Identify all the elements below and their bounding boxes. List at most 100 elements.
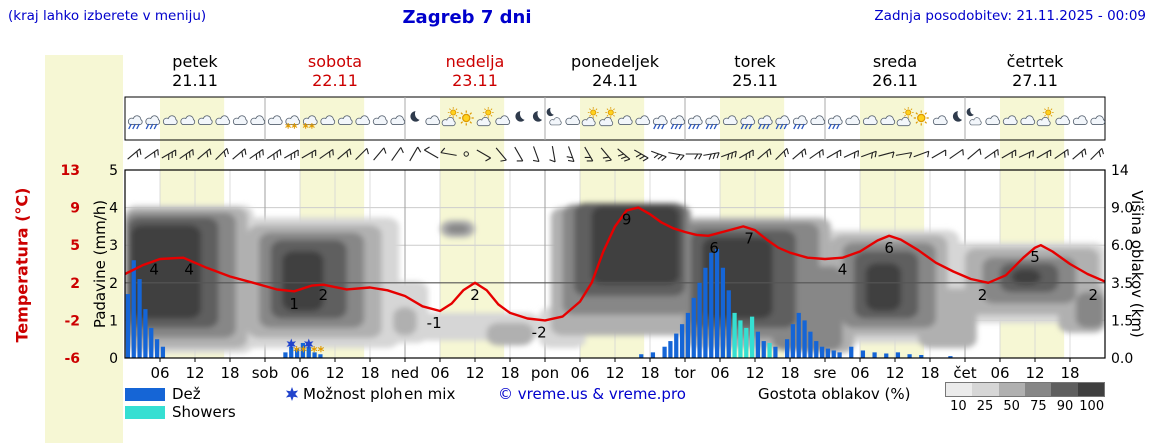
showers-swatch: [125, 406, 165, 419]
wind-barb: [1001, 149, 1017, 159]
cloud-rain-icon: [705, 115, 721, 130]
wind-barb: [1054, 148, 1069, 160]
temperature-line: [125, 206, 1105, 322]
day-name: četrtek: [1007, 52, 1065, 71]
cloud-scale-cell: [1077, 383, 1104, 396]
wind-barb: [249, 148, 264, 161]
cloud-rain-icon: [670, 115, 686, 130]
svg-text:tor: tor: [674, 364, 696, 382]
cloud-rain-icon: [827, 115, 843, 130]
chance-legend-label: Možnost ploh: [303, 385, 405, 403]
cloud-icon: [565, 115, 581, 125]
svg-text:1.5: 1.5: [1111, 313, 1133, 329]
svg-text:4: 4: [149, 261, 159, 279]
temperature-labels: 4 4 1 2 -1 2 -2 9 6 7 4 6 2 5 2: [149, 211, 1098, 342]
svg-text:3: 3: [109, 238, 118, 254]
wind-barb: [757, 148, 772, 160]
svg-text:18: 18: [780, 364, 799, 382]
svg-text:-2: -2: [532, 323, 547, 341]
wind-barb: [232, 148, 247, 160]
wind-barb: [549, 146, 556, 163]
cloud-scale-value: 10: [950, 399, 967, 414]
wind-barb: [984, 148, 999, 160]
precip-axis-title: Padavine (mm/h): [91, 199, 109, 329]
wind-barb: [739, 149, 754, 161]
cloud-icon: [1090, 115, 1106, 125]
cloud-rain-icon: [127, 115, 143, 130]
svg-text:06: 06: [710, 364, 729, 382]
wind-barb: [373, 147, 387, 161]
svg-text:06: 06: [150, 364, 169, 382]
wind-barb: [424, 146, 439, 159]
last-update-label: Zadnja posodobitev: 21.11.2025 - 00:09: [874, 8, 1146, 24]
cloud-scale-value: 50: [1003, 399, 1020, 414]
svg-text:12: 12: [605, 364, 624, 382]
rain-legend-label: Dež: [172, 385, 201, 403]
day-name: sreda: [873, 52, 917, 71]
wind-barb: [703, 152, 720, 160]
svg-text:6.0: 6.0: [1111, 238, 1133, 254]
cloud-frozen-icon: **: [285, 115, 301, 135]
precip-markers: ** **: [286, 338, 325, 360]
svg-text:2: 2: [978, 286, 988, 304]
cloud-icon: [390, 115, 406, 125]
svg-text:12: 12: [325, 364, 344, 382]
cloud-rain-icon: [792, 115, 808, 130]
svg-text:12: 12: [745, 364, 764, 382]
wind-barb: [391, 147, 404, 161]
svg-text:06: 06: [430, 364, 449, 382]
cloud-scale-cell: [998, 383, 1025, 396]
day-name: ponedeljek: [571, 52, 660, 71]
cloud-icon: [372, 115, 388, 125]
cloud-icon: [810, 115, 826, 125]
svg-text:2: 2: [70, 276, 80, 292]
wind-barb: [826, 149, 842, 159]
chance-star-icon: [285, 387, 299, 401]
wind-barb: [775, 147, 789, 161]
cloud-icon: [1072, 115, 1088, 125]
cloud-scale-value: 90: [1056, 399, 1074, 414]
wind-barb: [685, 153, 703, 160]
copyright-link[interactable]: © vreme.us & vreme.pro: [498, 385, 686, 403]
day-name: nedelja: [446, 52, 505, 71]
cloud-scale-cell: [972, 383, 999, 396]
wind-barb: [895, 152, 913, 159]
svg-text:-1: -1: [427, 314, 442, 332]
svg-text:**: **: [311, 345, 325, 360]
svg-text:2: 2: [319, 286, 329, 304]
wind-barb: [584, 146, 594, 162]
wind-barb: [721, 150, 737, 161]
svg-text:ned: ned: [391, 364, 419, 382]
svg-text:**: **: [293, 345, 307, 360]
cloud-rain-icon: [652, 115, 668, 130]
moon-icon: [410, 111, 420, 122]
day-date: 27.11: [1012, 71, 1058, 90]
wind-barb: [409, 146, 422, 162]
wind-barb: [127, 148, 142, 160]
cloud-scale-cell: [1051, 383, 1078, 396]
sun-icon: [913, 109, 930, 127]
svg-text:2: 2: [470, 286, 480, 304]
svg-text:9: 9: [70, 201, 80, 217]
day-date: 22.11: [312, 71, 358, 90]
svg-text:1: 1: [109, 313, 118, 329]
wind-barb: [634, 149, 649, 162]
cloud-axis-ticks: 14 9.0 6.0 3.5 1.5 0.0: [1111, 163, 1133, 367]
wind-barbs: [127, 146, 1104, 163]
cloud-density-scale: [945, 382, 1105, 397]
wind-barb: [476, 149, 491, 162]
moon-cloud-icon: [546, 107, 562, 126]
wind-barb: [967, 148, 982, 160]
cloud-rain-icon: [757, 115, 773, 130]
svg-text:2: 2: [1089, 286, 1099, 304]
svg-text:-2: -2: [64, 313, 80, 329]
day-name: sobota: [308, 52, 362, 71]
svg-text:3.5: 3.5: [1111, 276, 1133, 292]
svg-text:06: 06: [570, 364, 589, 382]
wind-barb: [931, 149, 947, 159]
wind-barb: [463, 151, 469, 157]
moon-icon: [532, 111, 543, 122]
wind-barb: [600, 147, 612, 162]
